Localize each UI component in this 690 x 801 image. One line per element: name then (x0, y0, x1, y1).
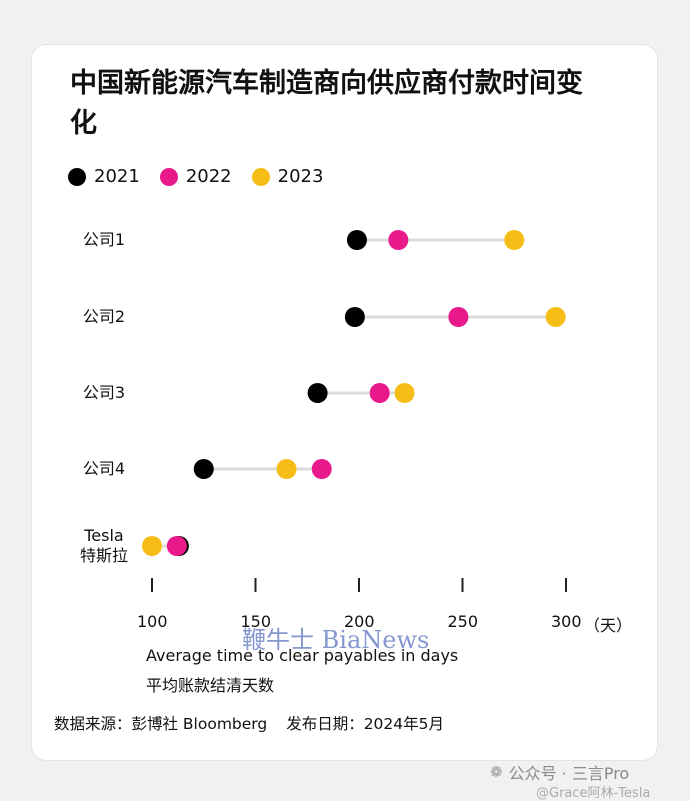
legend-dot-icon (159, 167, 178, 186)
chart-card (32, 45, 657, 760)
x-tick-label: 250 (447, 612, 479, 631)
x-tick-label: 150 (240, 612, 272, 631)
data-point-2023 (142, 536, 162, 556)
watermark: 鞭牛士 BiaNews (242, 626, 430, 654)
data-point-2021 (344, 307, 365, 327)
legend-label: 2023 (277, 166, 324, 187)
chart-title: 中国新能源汽车制造商向供应商付款时间变化 (70, 68, 583, 139)
legend-label: 2022 (185, 166, 232, 187)
category-label: 公司1 (82, 230, 126, 249)
data-point-2022 (166, 536, 187, 556)
x-tick-label: 200 (344, 612, 375, 631)
category-label: 公司4 (82, 459, 126, 478)
category-label: Tesla 特斯拉 (79, 526, 128, 565)
x-axis-subtitle: 平均账款结清天数 (146, 676, 275, 695)
x-tick-label: 300 (551, 612, 582, 631)
footer: 数据来源：彭博社 Bloomberg 发布日期：2024年5月 (54, 712, 458, 734)
wechat-account: ❁ 公众号 · 三言Pro (490, 760, 629, 784)
data-point-2022 (369, 383, 390, 403)
wechat-icon: ❁ (490, 763, 503, 781)
data-point-2023 (276, 459, 297, 479)
legend-item-2023: 2023 (251, 166, 324, 187)
data-point-2021 (307, 383, 328, 403)
legend: 2021 2022 2023 (68, 166, 343, 187)
credit: @Grace阿林-Tesla (536, 786, 651, 801)
publish-date: 发布日期：2024年5月 (286, 715, 444, 733)
data-point-2021 (193, 459, 214, 479)
x-axis-title: Average time to clear payables in days (146, 646, 459, 665)
x-tick-label: 100 (137, 612, 168, 631)
data-point-2022 (311, 459, 332, 479)
source-text: 数据来源：彭博社 Bloomberg (54, 715, 268, 733)
legend-label: 2021 (94, 166, 140, 187)
legend-item-2022: 2022 (159, 166, 232, 187)
data-point-2023 (394, 383, 415, 403)
legend-dot-icon (251, 167, 270, 186)
category-label: 公司3 (82, 383, 126, 402)
data-point-2022 (448, 307, 469, 327)
wechat-label: 公众号 · 三言Pro (508, 764, 630, 783)
legend-dot-icon (68, 167, 86, 186)
legend-item-2021: 2021 (68, 166, 140, 187)
x-unit-label: （天） (584, 616, 633, 635)
category-label: 公司2 (82, 307, 126, 326)
data-point-2023 (545, 307, 566, 327)
data-point-2023 (504, 230, 525, 250)
data-point-2022 (388, 230, 409, 250)
data-point-2021 (346, 230, 367, 250)
